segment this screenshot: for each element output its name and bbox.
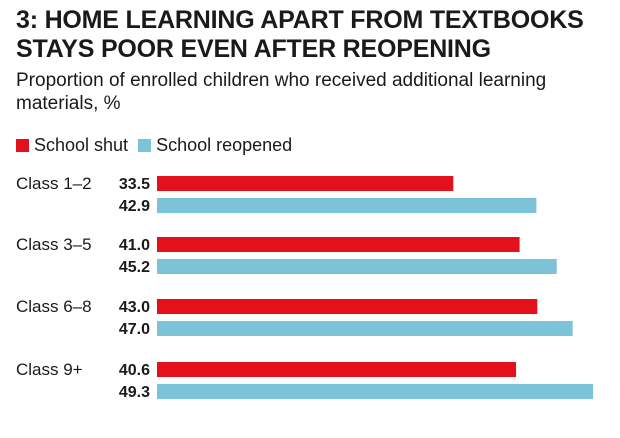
- value-label-class-9-school-shut: 40.6: [119, 362, 150, 379]
- bar-class-9-school-shut: [157, 362, 517, 377]
- legend-swatch-school-reopened: [138, 138, 152, 152]
- legend-item-school-reopened: School reopened: [138, 135, 292, 156]
- legend-label-school-shut: School shut: [34, 134, 129, 155]
- value-label-class-3-5-school-reopened: 45.2: [119, 259, 150, 276]
- category-label-class-9: Class 9+: [16, 360, 83, 379]
- category-label-class-3-5: Class 3–5: [16, 235, 92, 254]
- bar-class-9-school-reopened: [157, 384, 593, 399]
- value-label-class-6-8-school-shut: 43.0: [119, 299, 150, 316]
- value-label-class-6-8-school-reopened: 47.0: [119, 321, 150, 338]
- category-label-class-1-2: Class 1–2: [16, 174, 92, 193]
- bar-class-1-2-school-reopened: [157, 198, 537, 213]
- chart-subtitle: Proportion of enrolled children who rece…: [16, 70, 547, 114]
- bar-class-3-5-school-shut: [157, 237, 520, 252]
- category-label-class-6-8: Class 6–8: [16, 297, 92, 316]
- legend: School shut School reopened: [16, 132, 302, 158]
- bar-class-6-8-school-reopened: [157, 321, 573, 336]
- bar-class-1-2-school-shut: [157, 176, 454, 191]
- value-label-class-1-2-school-reopened: 42.9: [119, 198, 150, 215]
- value-label-class-9-school-reopened: 49.3: [119, 384, 150, 401]
- legend-swatch-school-shut: [16, 138, 29, 152]
- value-label-class-1-2-school-shut: 33.5: [119, 176, 150, 193]
- legend-label-school-reopened: School reopened: [156, 134, 293, 155]
- legend-item-school-shut: School shut: [16, 135, 128, 156]
- value-label-class-3-5-school-shut: 41.0: [119, 237, 150, 254]
- bar-class-3-5-school-reopened: [157, 259, 557, 274]
- chart-title: 3: HOME LEARNING APART FROM TEXTBOOKS ST…: [16, 6, 584, 63]
- bar-class-6-8-school-shut: [157, 299, 538, 314]
